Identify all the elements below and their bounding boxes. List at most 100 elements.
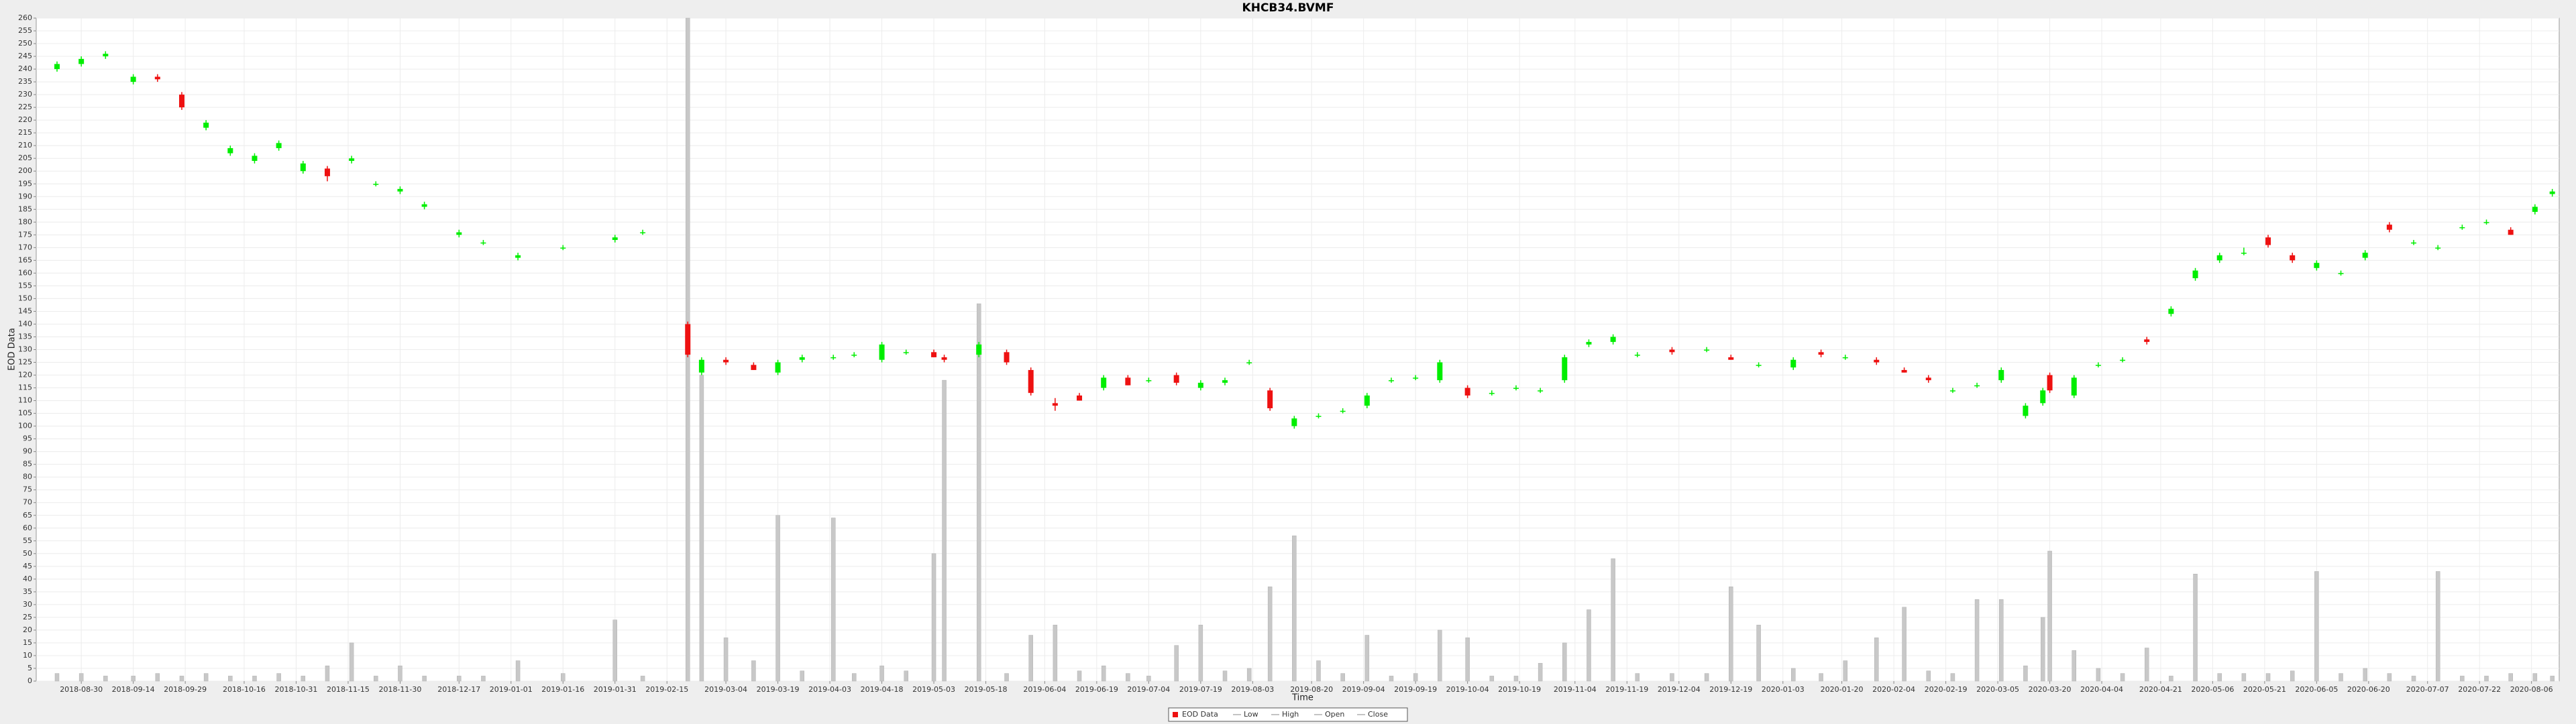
candle-body: [1413, 377, 1419, 379]
volume-bar: [751, 660, 756, 682]
x-tick-label: 2019-12-19: [1709, 685, 1752, 694]
volume-bar: [1874, 638, 1879, 682]
volume-bar: [1438, 629, 1442, 682]
candle-body: [1077, 395, 1083, 401]
volume-bar: [1587, 609, 1591, 682]
candle-body: [2362, 252, 2368, 258]
volume-bar: [942, 379, 947, 682]
volume-bar: [612, 619, 618, 682]
y-tick-label: 245: [18, 52, 32, 60]
volume-bar: [1389, 676, 1394, 682]
volume-bar: [1611, 558, 1615, 682]
candle-body: [1388, 380, 1394, 381]
y-tick-label: 110: [18, 396, 32, 405]
y-tick-label: 5: [28, 664, 32, 672]
volume-bar: [2241, 673, 2247, 682]
candle-body: [830, 357, 837, 359]
volume-bar: [1950, 673, 1955, 682]
volume-bar: [422, 676, 427, 682]
volume-bar: [2023, 665, 2028, 682]
y-tick-label: 235: [18, 77, 32, 86]
volume-bar: [723, 638, 729, 682]
volume-bar: [276, 673, 281, 682]
x-tick-label: 2019-10-19: [1498, 685, 1541, 694]
candle-body: [397, 188, 403, 192]
x-tick-label: 2020-04-04: [2080, 685, 2123, 694]
candle-body: [698, 359, 704, 373]
candle-body: [54, 64, 60, 70]
y-tick-label: 40: [23, 575, 32, 583]
candle-body: [1998, 369, 2004, 381]
candle-body: [1949, 390, 1955, 391]
candle-body: [154, 76, 160, 80]
candle-body: [1874, 359, 1880, 363]
x-tick-label: 2020-01-03: [1762, 685, 1805, 694]
volume-bar: [1246, 668, 1252, 682]
candle-body: [1974, 385, 1980, 387]
volume-bar: [398, 665, 402, 682]
volume-bar: [1819, 673, 1823, 682]
volume-bar: [2047, 550, 2052, 682]
volume-bar: [1413, 673, 1418, 682]
volume-bar: [1364, 635, 1370, 682]
x-tick-label: 2020-06-20: [2347, 685, 2390, 694]
y-tick-label: 0: [28, 676, 32, 685]
candle-body: [103, 54, 109, 57]
volume-bar: [1489, 676, 1495, 682]
candle-body: [1562, 357, 1568, 381]
volume-bar: [155, 673, 160, 682]
y-tick-label: 140: [18, 319, 32, 328]
legend: EOD Data Low High Open Close: [1168, 707, 1408, 722]
candle-body: [1173, 375, 1179, 383]
volume-bar: [2120, 673, 2125, 682]
y-tick-label: 15: [23, 638, 32, 647]
candle-body: [1610, 337, 1616, 343]
volume-bar: [1704, 673, 1709, 682]
y-tick-label: 55: [23, 536, 32, 545]
x-tick-label: 2019-01-16: [541, 685, 584, 694]
volume-bar: [2460, 676, 2465, 682]
volume-bar: [2096, 668, 2101, 682]
candle-body: [1028, 369, 1034, 394]
candle-body: [1538, 390, 1544, 391]
candle-body: [480, 242, 486, 244]
volume-bar: [1902, 607, 1907, 682]
candle-body: [2483, 222, 2489, 223]
candle-body: [1669, 349, 1675, 353]
candle-body: [2168, 308, 2174, 314]
candle-body: [2549, 191, 2555, 194]
candle-body: [1267, 390, 1273, 408]
volume-bar: [976, 303, 981, 682]
x-axis-label: Time: [1291, 693, 1313, 703]
x-tick-label: 2019-07-04: [1127, 685, 1170, 694]
volume-bar: [228, 676, 233, 682]
candle-body: [1340, 410, 1346, 412]
volume-bar: [481, 676, 486, 682]
candle-body: [1364, 395, 1370, 406]
candle-body: [723, 359, 729, 363]
volume-bar: [1791, 668, 1796, 682]
volume-bar: [1174, 645, 1179, 682]
volume-bar: [1053, 625, 1058, 682]
volume-bar: [2217, 673, 2222, 682]
candle-body: [515, 255, 521, 258]
volume-bar: [1198, 625, 1203, 682]
volume-bar: [349, 642, 354, 682]
candle-body: [1489, 393, 1495, 394]
candle-body: [130, 76, 136, 82]
y-tick-label: 210: [18, 141, 32, 149]
volume-bar: [2411, 676, 2416, 682]
candle-body: [1222, 380, 1228, 383]
y-tick-label: 130: [18, 345, 32, 354]
candle-body: [421, 204, 427, 207]
volume-bar: [325, 665, 330, 682]
y-tick-label: 215: [18, 128, 32, 137]
volume-bar: [2435, 571, 2440, 682]
volume-bar: [2363, 668, 2367, 682]
x-tick-label: 2020-08-06: [2510, 685, 2553, 694]
volume-bar: [1562, 642, 1567, 682]
candle-body: [903, 352, 909, 353]
x-tick-label: 2018-11-30: [378, 685, 421, 694]
x-tick-label: 2019-05-03: [912, 685, 955, 694]
